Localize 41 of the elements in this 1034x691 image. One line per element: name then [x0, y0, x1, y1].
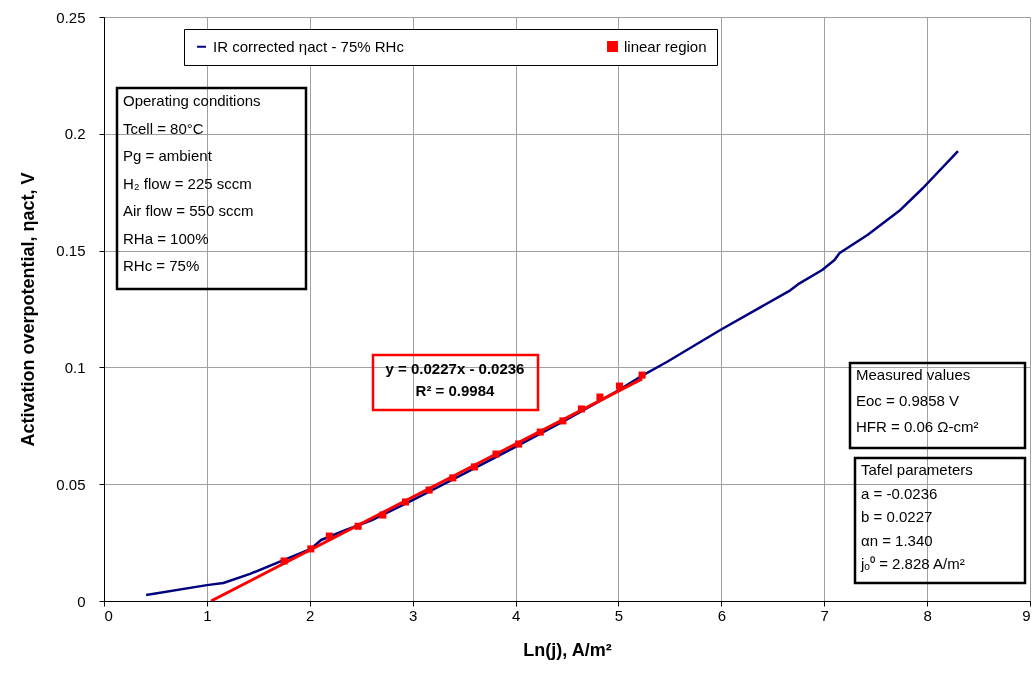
y-tick-label: 0.05 — [56, 475, 86, 493]
point — [615, 382, 624, 390]
annotation: Tafel parameters a = -0.0236 b = 0.0227 αn = 1.340 jₒ⁰ = 2.828 A/m² — [860, 461, 973, 572]
point — [379, 511, 387, 519]
y-tick-label: 0.2 — [64, 125, 86, 143]
point — [354, 522, 362, 530]
x-tick-label: 9 — [1022, 606, 1031, 624]
point — [559, 417, 567, 425]
point — [515, 440, 523, 448]
point — [638, 371, 646, 379]
point — [425, 486, 433, 494]
point — [596, 393, 604, 401]
x-axis-title: Ln(j), A/m² — [523, 639, 612, 660]
y-tick-label: 0.25 — [56, 8, 86, 26]
point — [449, 474, 457, 482]
x-tick-label: 0 — [104, 606, 113, 624]
point — [325, 532, 333, 540]
legend-label: linear region — [624, 37, 707, 55]
annotation: y = 0.0227x - 0.0236 R² = 0.9984 — [385, 360, 525, 399]
annotation: Measured values Eoc = 0.9858 V HFR = 0.06 Ω-cm² — [856, 366, 979, 435]
point — [401, 498, 409, 506]
x-tick-label: 1 — [203, 606, 212, 624]
y-tick-label: 0.1 — [64, 358, 86, 376]
point — [577, 405, 585, 413]
point — [536, 428, 544, 436]
y-axis-title: Activation overpotential, ηact, V — [18, 172, 39, 447]
y-tick-label: 0.15 — [56, 242, 86, 260]
x-tick-label: 7 — [820, 606, 829, 624]
annotation: Operating conditions Tcell = 80°C Pg = ambient H₂ flow = 225 sccm Air flow = 550 sccm RHa = 100% RHc = 75% — [123, 92, 261, 274]
point — [280, 557, 288, 565]
legend-label: IR corrected ηact - 75% RHc — [213, 37, 405, 55]
x-tick-label: 3 — [408, 606, 418, 624]
point — [470, 463, 478, 471]
x-tick-label: 6 — [717, 606, 727, 624]
point — [492, 450, 500, 458]
x-tick-label: 5 — [614, 606, 624, 624]
x-tick-label: 8 — [923, 606, 932, 624]
x-tick-label: 2 — [306, 606, 315, 624]
x-tick-label: 4 — [511, 606, 521, 624]
y-tick-label: 0 — [77, 592, 86, 610]
point — [307, 545, 315, 553]
